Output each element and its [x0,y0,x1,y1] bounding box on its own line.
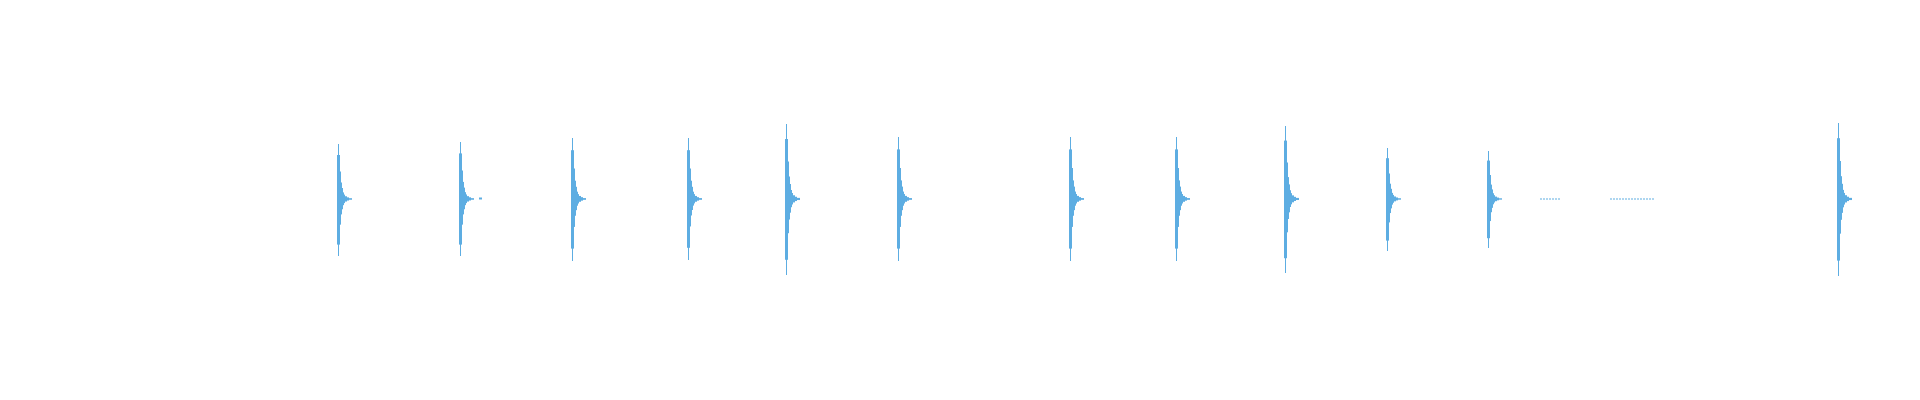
transient-body [1175,149,1178,249]
noise-dot [1552,198,1554,200]
transient-body [1837,138,1840,261]
transient-body [571,150,574,249]
transient-body [687,150,690,248]
noise-dot [1631,198,1633,200]
transient-tail-line [1072,198,1084,200]
noise-dot [1543,198,1545,200]
noise-dot [1625,198,1627,200]
transient-tail-line [574,198,586,200]
transient-tail-line [340,198,352,200]
noise-dot [1613,198,1615,200]
transient-body [459,153,462,245]
transient-body [1487,160,1490,239]
noise-dot [1640,198,1642,200]
noise-dot [1558,198,1560,200]
transient-tail-line [690,198,702,200]
transient-body [337,155,340,245]
noise-dot [1649,198,1651,200]
noise-dot [1637,198,1639,200]
noise-dot [1610,198,1612,200]
transient-tail-line [1490,198,1502,200]
transient-tail-line [1287,198,1299,200]
noise-dot [1643,198,1645,200]
noise-dot [1555,198,1557,200]
transient-body [1284,140,1287,259]
noise-dot [1646,198,1648,200]
transient-tail-line [788,198,800,200]
transient-blip [479,197,482,200]
transient-body [785,139,788,260]
transient-body [1069,149,1072,249]
noise-dot [1652,198,1654,200]
noise-dot [1549,198,1551,200]
noise-dot [1634,198,1636,200]
noise-dot [1622,198,1624,200]
noise-dot [1540,198,1542,200]
noise-dot [1546,198,1548,200]
transient-tail-line [1178,198,1190,200]
transient-tail-line [900,198,912,200]
noise-dot [1628,198,1630,200]
transient-tail-line [1389,198,1401,200]
transient-body [1386,158,1389,241]
noise-dot [1616,198,1618,200]
transient-body [897,149,900,249]
noise-dot [1619,198,1621,200]
transient-tail-line [1840,198,1852,200]
transient-tail-line [462,198,474,200]
waveform-marks [337,123,1852,276]
